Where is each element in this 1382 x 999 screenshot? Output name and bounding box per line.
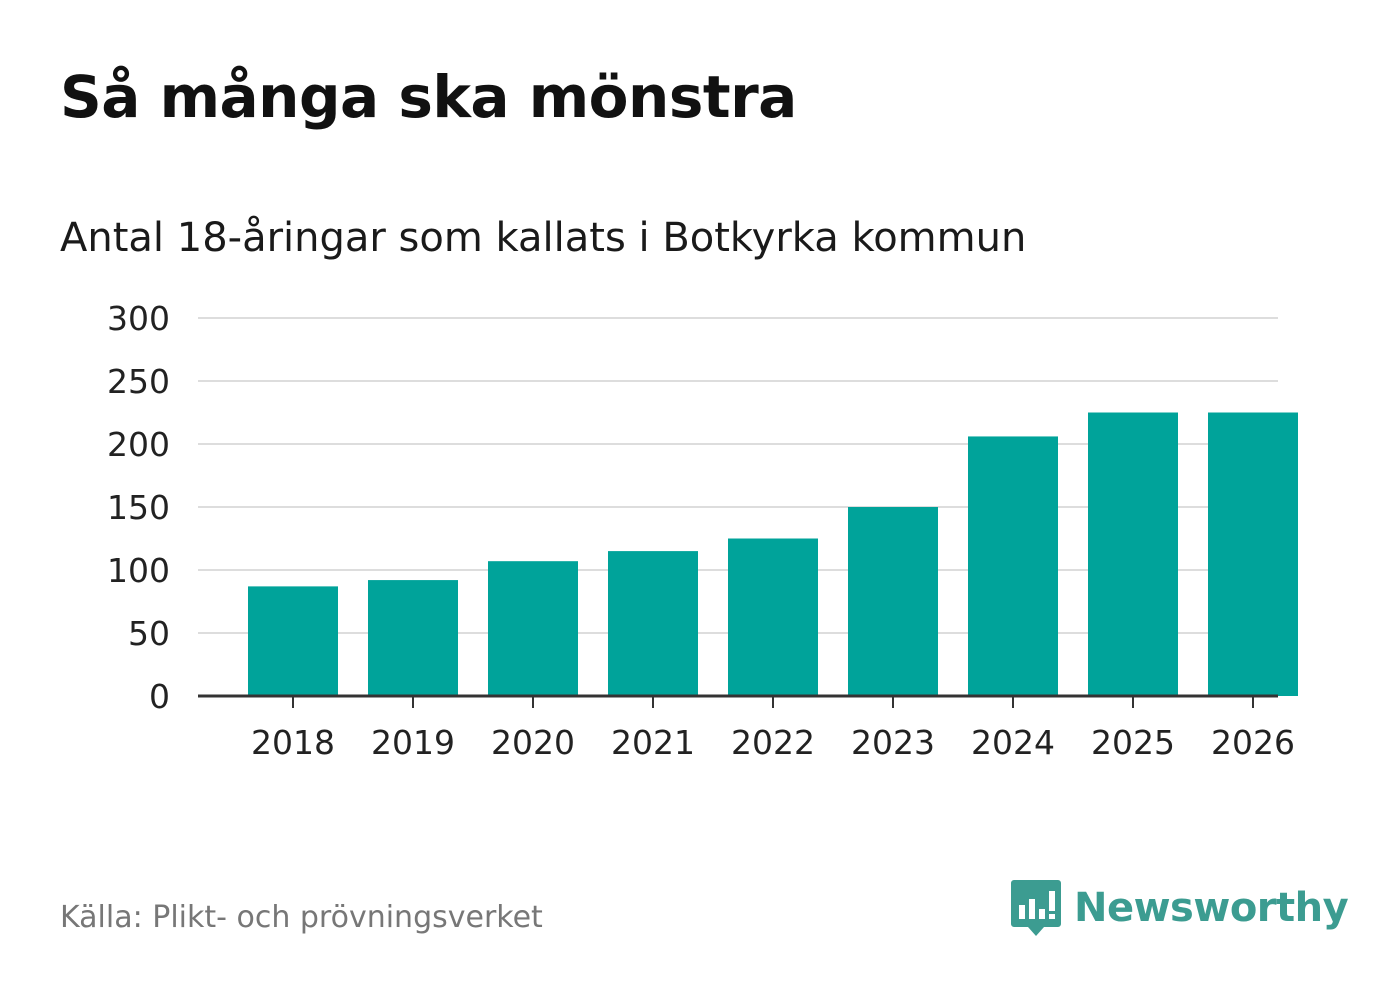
x-tick-label: 2018: [251, 723, 335, 762]
bar: [968, 436, 1058, 696]
bar: [728, 538, 818, 696]
x-tick-label: 2021: [611, 723, 695, 762]
bar: [368, 580, 458, 696]
chart-subtitle: Antal 18-åringar som kallats i Botkyrka …: [60, 215, 1027, 261]
x-tick-label: 2022: [731, 723, 815, 762]
x-tick-labels: 2018 2019 2020 2021 2022 2023 2024 2025 2026: [251, 723, 1295, 762]
x-tick-label: 2020: [491, 723, 575, 762]
brand-name: Newsworthy: [1074, 885, 1349, 931]
bar: [848, 507, 938, 696]
bar-chart-speech-bubble-icon: [1011, 880, 1061, 936]
bar: [488, 561, 578, 696]
x-tick-label: 2025: [1091, 723, 1175, 762]
y-tick-label: 250: [107, 362, 170, 401]
chart-title: Så många ska mönstra: [60, 63, 797, 131]
y-tick-label: 100: [107, 551, 170, 590]
bar: [248, 586, 338, 696]
x-tick-label: 2026: [1211, 723, 1295, 762]
brand-logo: Newsworthy: [1010, 878, 1349, 938]
y-tick-label: 0: [149, 677, 170, 716]
x-axis: [198, 694, 1278, 708]
source-note: Källa: Plikt- och prövningsverket: [60, 900, 543, 935]
x-tick-label: 2023: [851, 723, 935, 762]
y-tick-label: 200: [107, 425, 170, 464]
bar: [608, 551, 698, 696]
x-tick-label: 2024: [971, 723, 1055, 762]
bar: [1208, 412, 1298, 696]
y-tick-label: 300: [107, 299, 170, 338]
bar: [1088, 412, 1178, 696]
y-tick-label: 50: [128, 614, 170, 653]
bars: [248, 412, 1298, 696]
y-tick-labels: 0 50 100 150 200 250 300: [107, 299, 170, 716]
x-tick-label: 2019: [371, 723, 455, 762]
y-tick-label: 150: [107, 488, 170, 527]
